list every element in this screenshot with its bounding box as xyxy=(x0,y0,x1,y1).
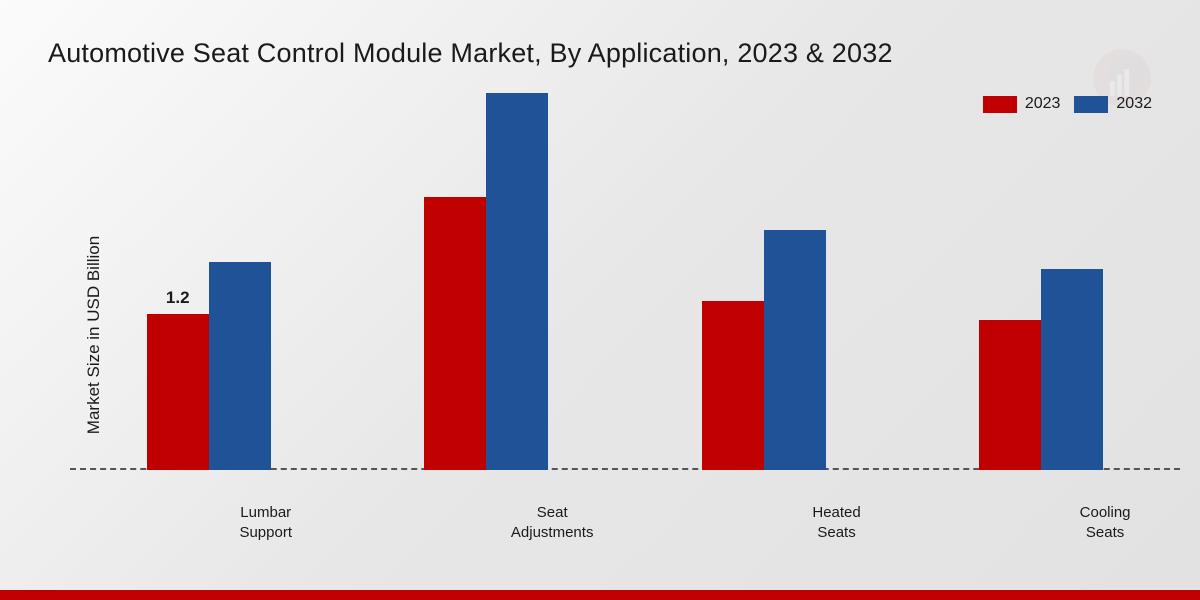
category-labels: Lumbar Support Seat Adjustments Heated S… xyxy=(130,503,1200,542)
legend-item-2032: 2032 xyxy=(1074,95,1152,113)
category-label-heated-seats: Heated Seats xyxy=(812,503,860,542)
legend-swatch-2023 xyxy=(983,96,1017,113)
bar-2032-heated-seats[interactable] xyxy=(764,230,826,470)
bar-2023-seat-adjustments[interactable] xyxy=(424,197,486,470)
chart-page: Automotive Seat Control Module Market, B… xyxy=(0,0,1200,600)
category-label-cooling-seats: Cooling Seats xyxy=(1080,503,1131,542)
chart-legend: 2023 2032 xyxy=(983,95,1152,113)
bar-groups: 1.2 xyxy=(70,160,1180,470)
legend-item-2023: 2023 xyxy=(983,95,1061,113)
category-group-cooling-seats xyxy=(979,160,1103,470)
bar-2023-cooling-seats[interactable] xyxy=(979,320,1041,470)
bar-2032-cooling-seats[interactable] xyxy=(1041,269,1103,470)
bar-value-label-lumbar-2023: 1.2 xyxy=(166,288,190,308)
bar-2032-lumbar-support[interactable] xyxy=(209,262,271,470)
legend-label-2023: 2023 xyxy=(1025,95,1061,113)
legend-swatch-2032 xyxy=(1074,96,1108,113)
bar-2023-lumbar-support[interactable]: 1.2 xyxy=(147,314,209,470)
category-label-lumbar-support: Lumbar Support xyxy=(239,503,292,542)
category-label-seat-adjustments: Seat Adjustments xyxy=(511,503,594,542)
category-group-heated-seats xyxy=(702,160,826,470)
category-group-lumbar-support: 1.2 xyxy=(147,160,271,470)
chart-title: Automotive Seat Control Module Market, B… xyxy=(48,38,893,69)
legend-label-2032: 2032 xyxy=(1116,95,1152,113)
bar-2032-seat-adjustments[interactable] xyxy=(486,93,548,470)
footer-accent-bar xyxy=(0,590,1200,600)
plot-region: 1.2 Lumbar xyxy=(70,160,1180,500)
category-group-seat-adjustments xyxy=(424,160,548,470)
chart-area: Market Size in USD Billion 1.2 xyxy=(10,150,1180,520)
bar-2023-heated-seats[interactable] xyxy=(702,301,764,470)
